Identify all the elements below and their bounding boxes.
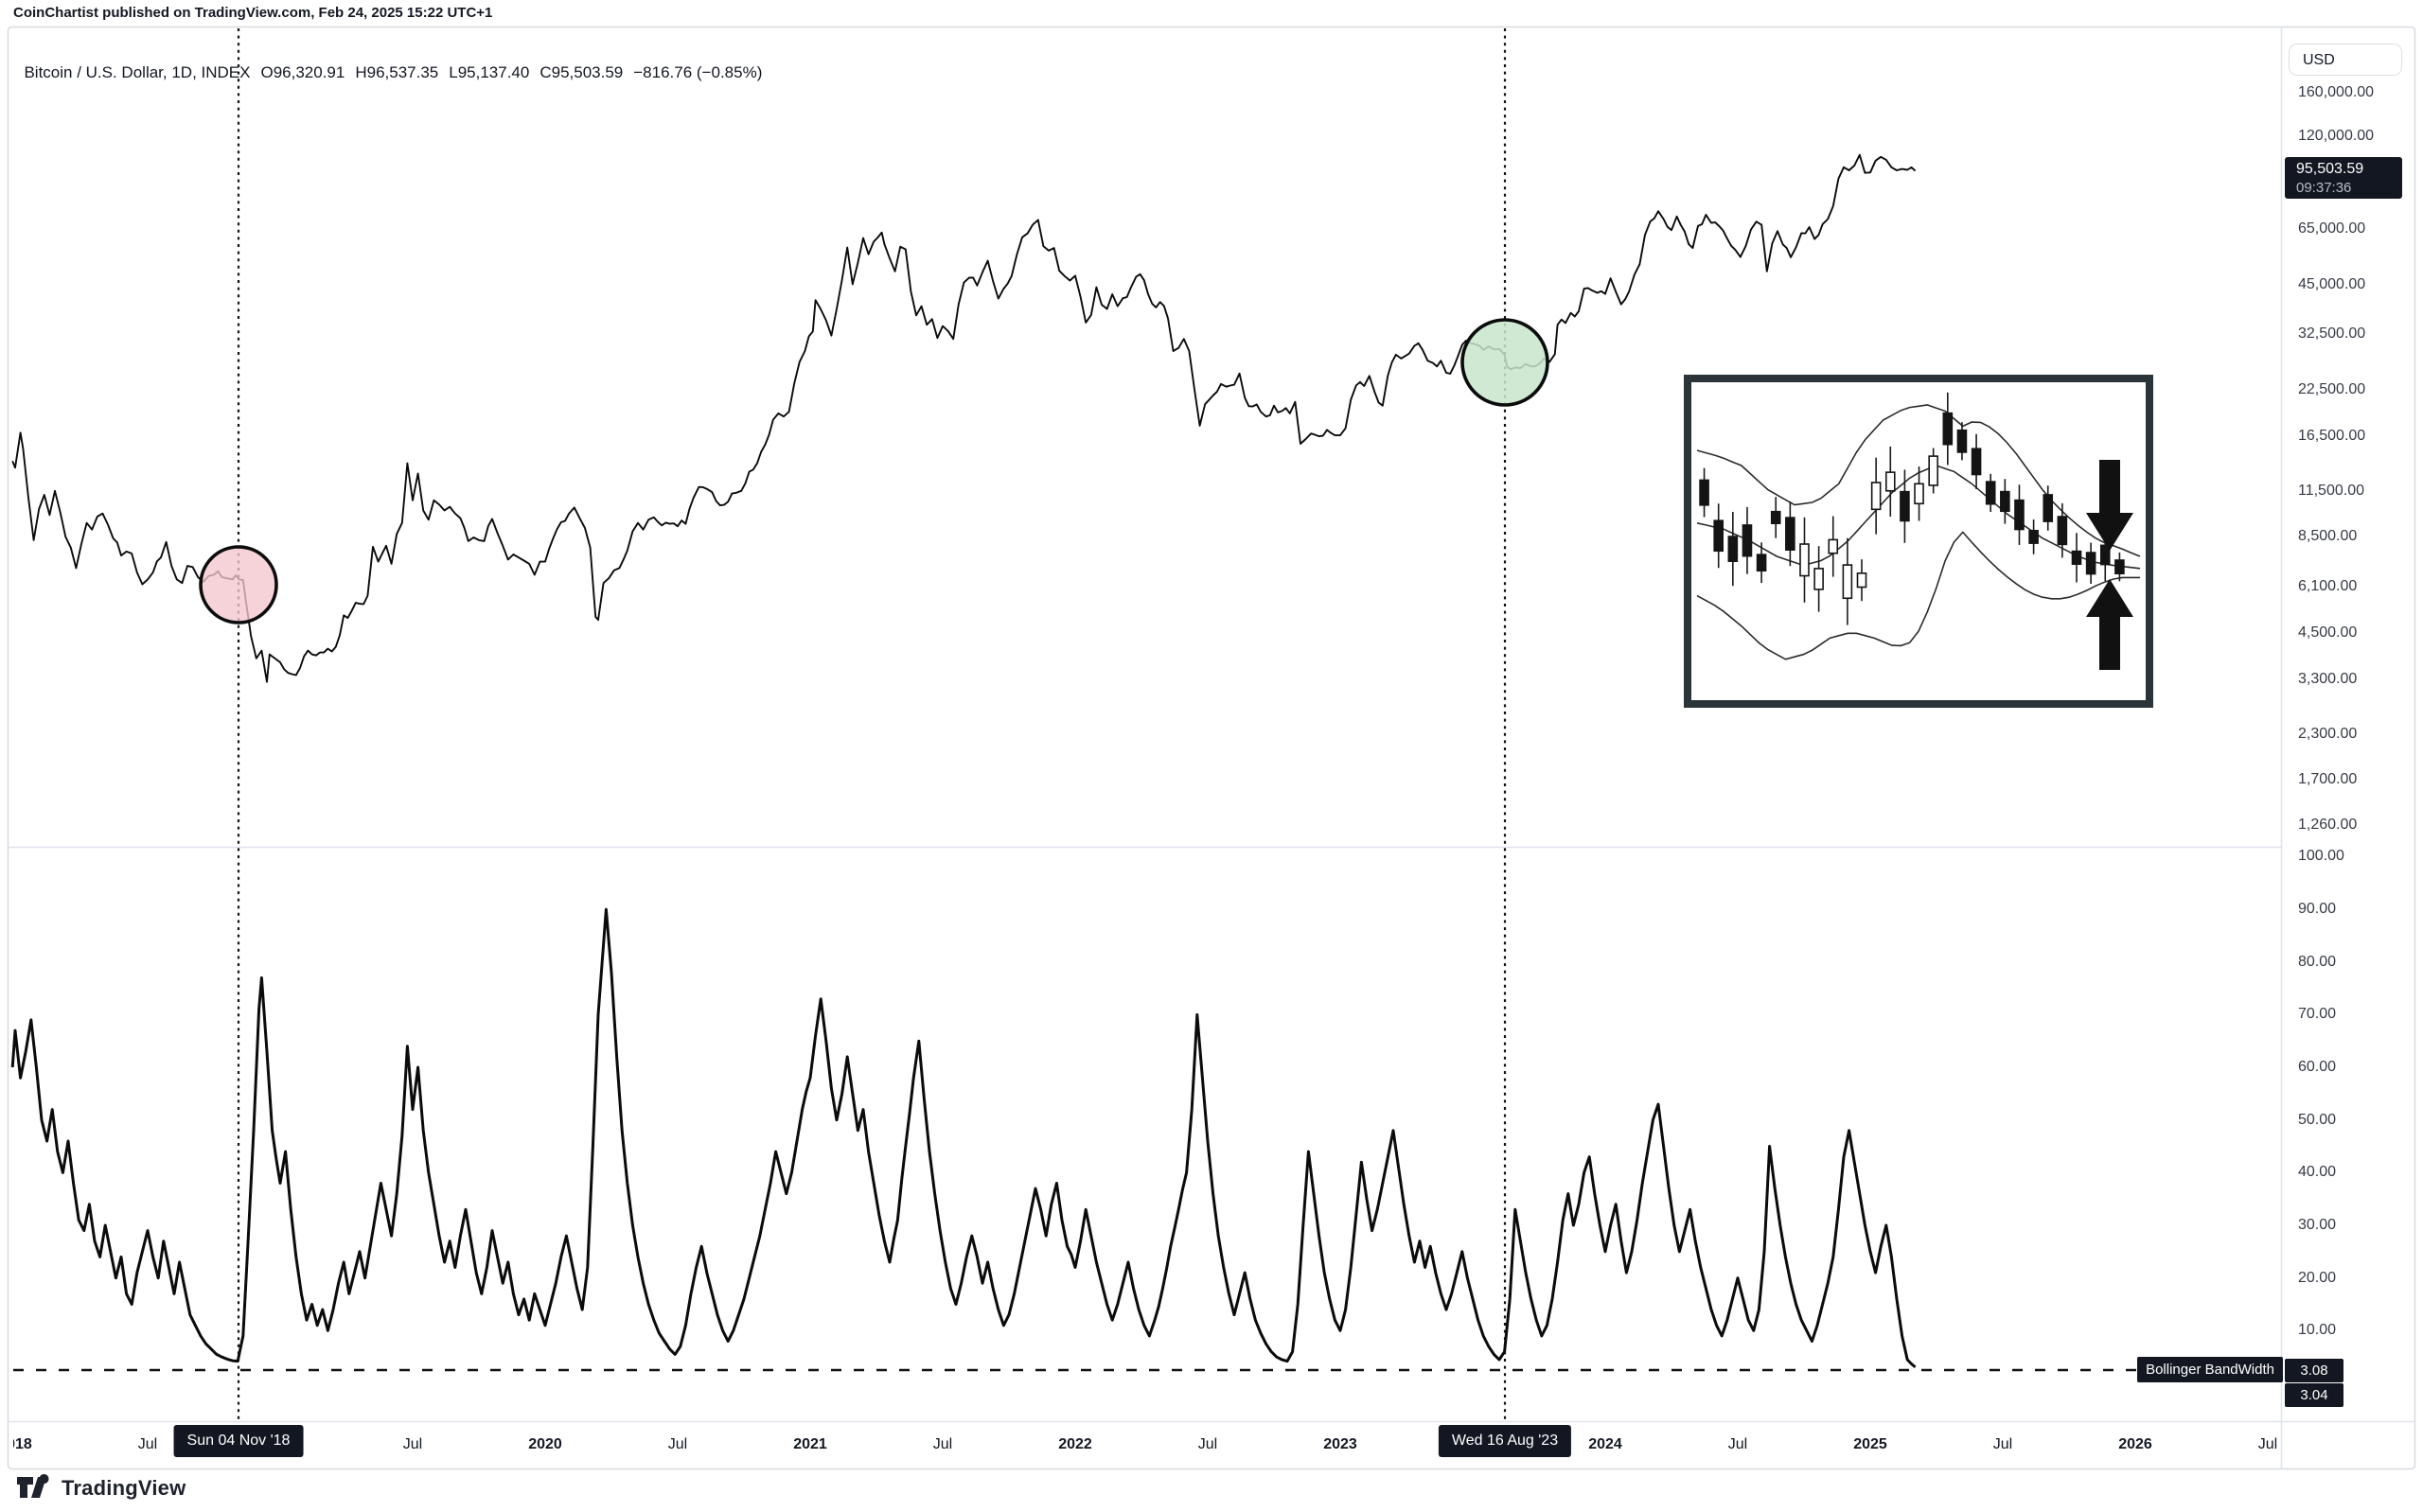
price-pane[interactable] [11,153,1917,683]
crosshair-date-chip-2018: Sun 04 Nov '18 [173,1425,304,1457]
bollinger-bands-inset[interactable] [1684,375,2153,708]
indicator-axis-tick: 70.00 [2298,1006,2337,1023]
symbol-header: Bitcoin / U.S. Dollar, 1D, INDEX O96,320.… [15,44,772,82]
indicator-axis-tick: 90.00 [2298,901,2337,918]
inset-arrow-down-icon [2086,460,2133,551]
price-axis-tick: 65,000.00 [2298,220,2366,237]
indicator-axis-tick: 10.00 [2298,1322,2337,1339]
tradingview-wordmark: TradingView [62,1476,186,1500]
ohlc-close: C95,503.59 [539,63,624,81]
time-axis-label: 2018 [13,1436,32,1452]
currency-toggle[interactable]: USD [2289,44,2402,76]
time-axis-label: Jul [402,1436,423,1452]
price-axis-tick: 32,500.00 [2298,325,2366,342]
time-axis-label: Jul [1992,1436,2013,1452]
price-axis-tick: 2,300.00 [2298,726,2358,742]
crosshair-date-chip-2023: Wed 16 Aug '23 [1438,1425,1572,1457]
highlight-circle-2023[interactable] [1460,318,1549,407]
publisher-note: CoinChartist published on TradingView.co… [13,5,493,21]
time-axis-label: Jul [2257,1436,2278,1452]
indicator-pane[interactable] [10,907,2281,1372]
indicator-axis-tick: 50.00 [2298,1111,2337,1128]
time-axis-label: Jul [1727,1436,1748,1452]
price-axis-tick: 1,260.00 [2298,817,2358,834]
time-axis[interactable]: 2018Jul2019Jul2020Jul2021Jul2022Jul2023J… [13,1421,2281,1468]
time-axis-label: 2022 [1058,1436,1092,1452]
price-series[interactable] [11,153,1917,683]
time-axis-label: Jul [667,1436,688,1452]
price-axis-tick: 160,000.00 [2298,84,2375,100]
indicator-current-value-label: 3.08 [2285,1359,2343,1382]
last-price-label: 95,503.59 09:37:36 [2285,157,2402,199]
price-axis-tick: 4,500.00 [2298,624,2358,641]
indicator-axis-tick: 30.00 [2298,1217,2337,1234]
indicator-axis-tick: 20.00 [2298,1269,2337,1286]
ohlc-high: H96,537.35 [355,63,439,81]
time-axis-label: Jul [1197,1436,1218,1452]
highlight-circle-2018[interactable] [199,545,278,624]
price-axis-tick: 3,300.00 [2298,671,2358,688]
time-axis-label: 2023 [1323,1436,1357,1452]
price-axis-tick: 16,500.00 [2298,428,2366,445]
ohlc-low: L95,137.40 [449,63,530,81]
price-axis-tick: 8,500.00 [2298,528,2358,545]
indicator-axis-tick: 100.00 [2298,848,2344,865]
widget-frame [7,26,2416,1470]
inset-lower-band [1696,531,2140,660]
time-axis-label: Jul [137,1436,158,1452]
ohlc-open: O96,320.91 [260,63,345,81]
ohlc-change: −816.76 (−0.85%) [633,63,763,81]
bbw-series[interactable] [10,907,1917,1369]
time-axis-label: 2025 [1853,1436,1887,1452]
price-axis-tick: 45,000.00 [2298,275,2366,292]
indicator-axis-tick: 40.00 [2298,1164,2337,1181]
indicator-threshold-value-label: 3.04 [2285,1383,2343,1407]
inset-arrow-up-icon [2086,579,2133,670]
tradingview-mark-icon [17,1474,49,1498]
price-axis-tick: 1,700.00 [2298,771,2358,788]
time-axis-label: 2020 [528,1436,562,1452]
price-axis-tick: 6,100.00 [2298,578,2358,595]
time-axis-label: Jul [932,1436,953,1452]
symbol-title: Bitcoin / U.S. Dollar, 1D, INDEX [24,63,251,81]
tradingview-logo[interactable]: TradingView [17,1474,186,1503]
last-price-value: 95,503.59 [2296,161,2364,177]
time-axis-label: 2026 [2118,1436,2152,1452]
indicator-axis-tick: 80.00 [2298,953,2337,970]
price-axis-tick: 120,000.00 [2298,127,2375,144]
bar-countdown: 09:37:36 [2296,180,2352,196]
inset-upper-band [1696,404,2141,557]
time-axis-label: 2021 [793,1436,827,1452]
indicator-name-chip[interactable]: Bollinger BandWidth [2137,1357,2283,1382]
time-axis-label: 2024 [1588,1436,1622,1452]
price-axis-tick: 22,500.00 [2298,380,2366,397]
price-axis-tick: 11,500.00 [2298,482,2364,499]
indicator-axis-tick: 60.00 [2298,1059,2337,1076]
